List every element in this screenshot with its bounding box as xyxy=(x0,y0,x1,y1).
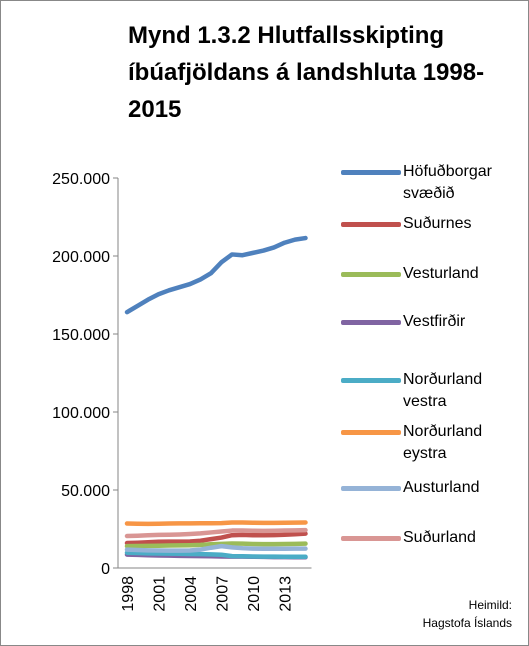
x-tick-label: 2010 xyxy=(246,576,263,612)
source-note: Heimild: xyxy=(468,598,512,612)
x-tick-label: 1998 xyxy=(120,576,137,612)
legend-label: Norðurland eystra xyxy=(403,423,483,462)
series-line xyxy=(124,235,308,315)
legend-item: Norðurland eystra xyxy=(341,421,521,465)
y-tick-label: 50.000 xyxy=(61,483,110,500)
legend-item: Austurland xyxy=(341,477,521,499)
legend-swatch xyxy=(341,170,401,175)
legend-swatch xyxy=(341,430,401,435)
legend-swatch xyxy=(341,536,401,541)
legend-item: Vestfirðir xyxy=(341,311,521,333)
legend-label: Norðurland vestra xyxy=(403,371,483,410)
series-line xyxy=(124,527,308,539)
legend-label: Suðurnes xyxy=(403,215,472,232)
y-tick-label: 150.000 xyxy=(52,327,110,344)
legend-label: Vesturland xyxy=(403,265,479,282)
legend-item: Höfuðborgar svæðið xyxy=(341,161,521,205)
y-tick-label: 0 xyxy=(101,561,110,578)
legend-label: Höfuðborgar svæðið xyxy=(403,163,492,202)
legend-label: Austurland xyxy=(403,479,480,496)
series-line xyxy=(124,543,308,553)
x-tick-label: 2007 xyxy=(215,576,232,612)
legend-swatch xyxy=(341,272,401,277)
series-line xyxy=(124,531,308,546)
legend-label: Suðurland xyxy=(403,529,476,546)
x-tick-label: 2004 xyxy=(183,576,200,612)
y-tick-label: 100.000 xyxy=(52,405,110,422)
legend-swatch xyxy=(341,486,401,491)
legend-item: Norðurland vestra xyxy=(341,369,521,413)
source-note: Hagstofa Íslands xyxy=(422,616,512,630)
series-line xyxy=(124,541,308,549)
series-line xyxy=(124,550,308,560)
legend-item: Suðurnes xyxy=(341,213,521,235)
y-tick-label: 200.000 xyxy=(52,249,110,266)
legend-swatch xyxy=(341,378,401,383)
legend-item: Suðurland xyxy=(341,527,521,549)
x-tick-label: 2001 xyxy=(152,576,169,612)
legend-label: Vestfirðir xyxy=(403,313,466,330)
legend-item: Vesturland xyxy=(341,263,521,285)
legend-swatch xyxy=(341,320,401,325)
series-line xyxy=(124,520,308,527)
legend-swatch xyxy=(341,222,401,227)
y-tick-label: 250.000 xyxy=(52,171,110,188)
chart-title: Mynd 1.3.2 Hlutfallsskipting íbúafjöldan… xyxy=(128,22,485,123)
x-tick-label: 2013 xyxy=(278,576,295,612)
